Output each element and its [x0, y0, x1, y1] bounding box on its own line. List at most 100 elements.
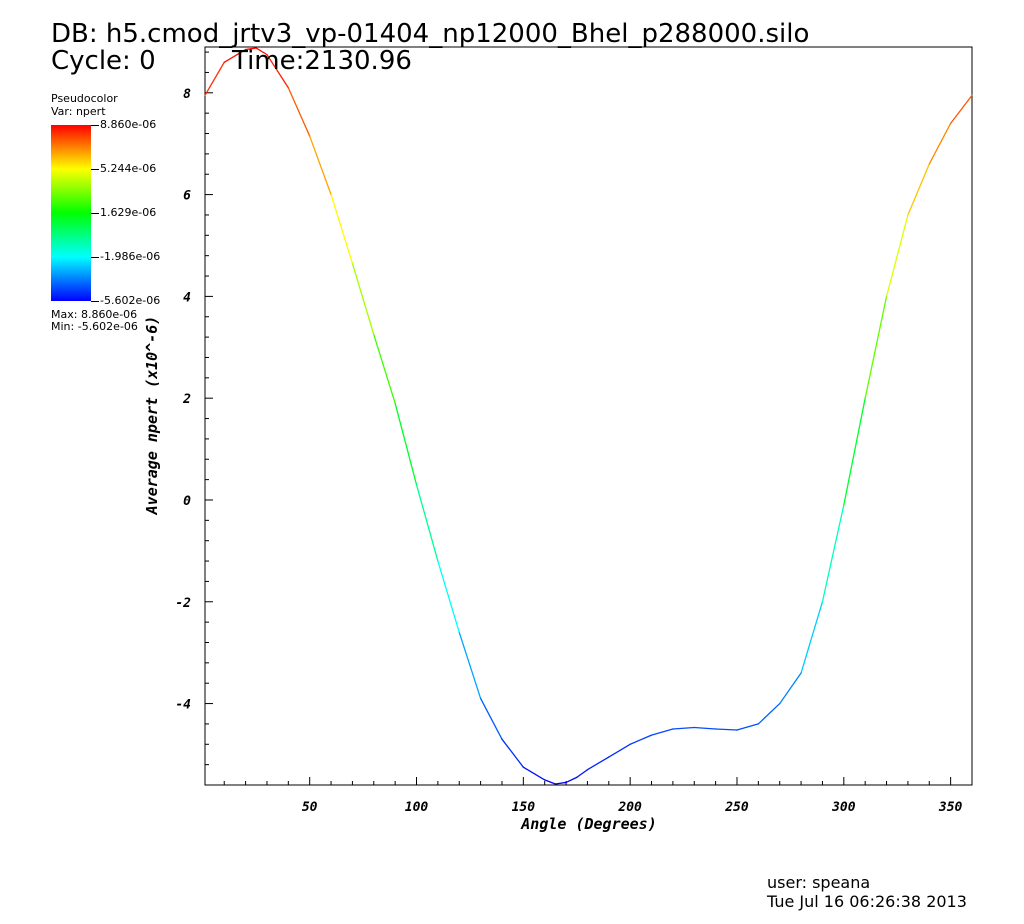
data-point — [255, 47, 257, 49]
series-segment — [244, 47, 257, 51]
data-point — [415, 484, 418, 486]
y-tick-label: 8 — [183, 87, 191, 102]
plot-frame — [204, 46, 973, 786]
series-segment — [907, 163, 930, 216]
data-point — [650, 734, 653, 736]
data-point — [544, 779, 546, 781]
series-segment — [757, 702, 781, 725]
data-point — [736, 729, 738, 731]
data-point — [244, 48, 247, 51]
data-point — [565, 781, 567, 784]
series-segment — [204, 61, 225, 97]
series-segment — [885, 214, 909, 298]
x-tick-label: 50 — [302, 800, 318, 815]
data-point — [501, 738, 503, 740]
series-segment — [437, 560, 460, 633]
series-segment — [554, 781, 567, 785]
legend-tick-label: -5.602e-06 — [100, 294, 161, 307]
data-point — [309, 135, 311, 137]
legend-tick-mark — [91, 125, 99, 126]
x-tick-label: 200 — [617, 800, 642, 815]
data-point — [373, 333, 375, 336]
data-point — [779, 702, 781, 705]
y-tick-label: 2 — [182, 392, 191, 407]
data-point — [971, 94, 973, 96]
data-point — [672, 728, 674, 730]
series-segment — [779, 672, 802, 705]
y-tick-label: 4 — [183, 290, 191, 305]
legend-max: Max: 8.860e-06 — [51, 308, 138, 321]
series-segment — [415, 484, 439, 562]
data-point — [586, 769, 589, 771]
legend-plot-type: Pseudocolor — [51, 92, 118, 105]
data-point — [458, 631, 460, 633]
series-segment — [522, 766, 546, 781]
series-segment — [736, 723, 760, 731]
tick-labels: 50 100 150 200 250 300 350 -4 -2 0 2 4 6 8 — [175, 87, 962, 815]
data-point — [757, 723, 759, 725]
data-point — [266, 54, 268, 56]
x-axis-label: Angle (Degrees) — [520, 815, 656, 833]
series-segment — [501, 738, 524, 768]
series-segment — [373, 333, 396, 404]
legend-min: Min: -5.602e-06 — [51, 320, 138, 333]
series-segment — [800, 601, 824, 674]
legend-tick-label: -1.986e-06 — [100, 250, 161, 263]
series-segment — [650, 728, 674, 736]
data-point — [693, 726, 695, 729]
series-segment — [255, 47, 268, 56]
x-tick-label: 250 — [724, 800, 749, 815]
series-segment — [351, 262, 375, 336]
x-tick-label: 150 — [512, 800, 536, 815]
data-point — [928, 163, 930, 165]
series-segment — [479, 697, 503, 740]
data-point — [950, 122, 952, 124]
legend-tick-mark — [91, 301, 99, 302]
data-point — [394, 402, 396, 404]
y-tick-label: -2 — [175, 596, 191, 611]
data-point — [885, 295, 888, 297]
y-tick-label: 0 — [183, 494, 191, 509]
data-point — [480, 697, 482, 700]
series-segment — [843, 397, 866, 506]
data-point — [330, 194, 332, 196]
timestamp: Tue Jul 16 06:26:38 2013 — [767, 892, 967, 911]
data-point — [287, 87, 289, 89]
time-label: Time:2130.96 — [232, 46, 412, 76]
legend-tick-mark — [91, 257, 99, 258]
series-segment — [928, 122, 952, 165]
data-point — [843, 504, 845, 506]
series-segment — [608, 743, 631, 758]
y-tick-label: -4 — [175, 698, 191, 713]
x-tick-label: 100 — [405, 800, 429, 815]
data-point — [608, 756, 610, 758]
series-segment — [223, 48, 247, 63]
data-point — [821, 601, 824, 603]
cycle-label: Cycle: 0 — [51, 46, 156, 76]
legend-tick-mark — [91, 213, 99, 214]
y-tick-label: 6 — [183, 189, 191, 204]
data-point — [204, 94, 206, 96]
database-title: DB: h5.cmod_jrtv3_vp-01404_np12000_Bhel_… — [51, 19, 810, 49]
series-segment — [458, 631, 482, 700]
plot-border — [204, 46, 973, 786]
series-segment — [544, 779, 557, 785]
series-segment — [565, 776, 578, 784]
data-point — [864, 397, 866, 399]
data-point — [800, 672, 802, 674]
user-label: user: speana — [767, 873, 871, 892]
legend-tick-label: 5.244e-06 — [100, 162, 157, 175]
data-point — [576, 776, 578, 778]
series-segment — [864, 295, 888, 399]
series-segment — [330, 193, 354, 264]
legend-variable: Var: npert — [51, 105, 106, 118]
data-point — [554, 783, 556, 785]
data-point — [437, 560, 439, 562]
series-segment — [309, 135, 332, 196]
series-segment — [629, 734, 653, 745]
legend-tick-mark — [91, 169, 99, 170]
data-point — [907, 214, 909, 216]
series-segment — [714, 728, 738, 731]
x-tick-label: 300 — [831, 800, 856, 815]
